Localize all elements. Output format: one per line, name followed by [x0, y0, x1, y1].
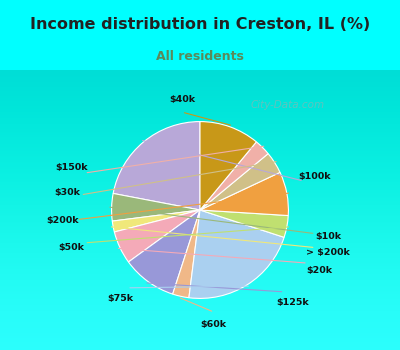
Text: $150k: $150k — [56, 163, 88, 172]
Text: All residents: All residents — [156, 49, 244, 63]
Wedge shape — [189, 210, 284, 299]
Text: $100k: $100k — [299, 172, 331, 181]
Wedge shape — [200, 121, 256, 210]
Text: $10k: $10k — [315, 232, 341, 241]
Text: $200k: $200k — [47, 216, 79, 225]
Text: $60k: $60k — [200, 321, 226, 329]
Wedge shape — [200, 142, 268, 210]
Text: $30k: $30k — [54, 188, 80, 197]
Text: > $200k: > $200k — [306, 248, 350, 257]
Wedge shape — [200, 210, 288, 237]
Wedge shape — [128, 210, 200, 294]
Wedge shape — [114, 210, 200, 262]
Text: $40k: $40k — [169, 95, 195, 104]
Wedge shape — [200, 172, 288, 216]
Text: $75k: $75k — [107, 294, 134, 303]
Wedge shape — [112, 194, 200, 221]
Text: $20k: $20k — [306, 266, 332, 275]
Text: $125k: $125k — [276, 298, 309, 307]
Wedge shape — [113, 121, 200, 210]
Wedge shape — [112, 210, 200, 232]
Text: Income distribution in Creston, IL (%): Income distribution in Creston, IL (%) — [30, 17, 370, 32]
Wedge shape — [173, 210, 200, 298]
Text: $50k: $50k — [59, 243, 85, 252]
Wedge shape — [200, 154, 280, 210]
Text: City-Data.com: City-Data.com — [251, 100, 325, 110]
